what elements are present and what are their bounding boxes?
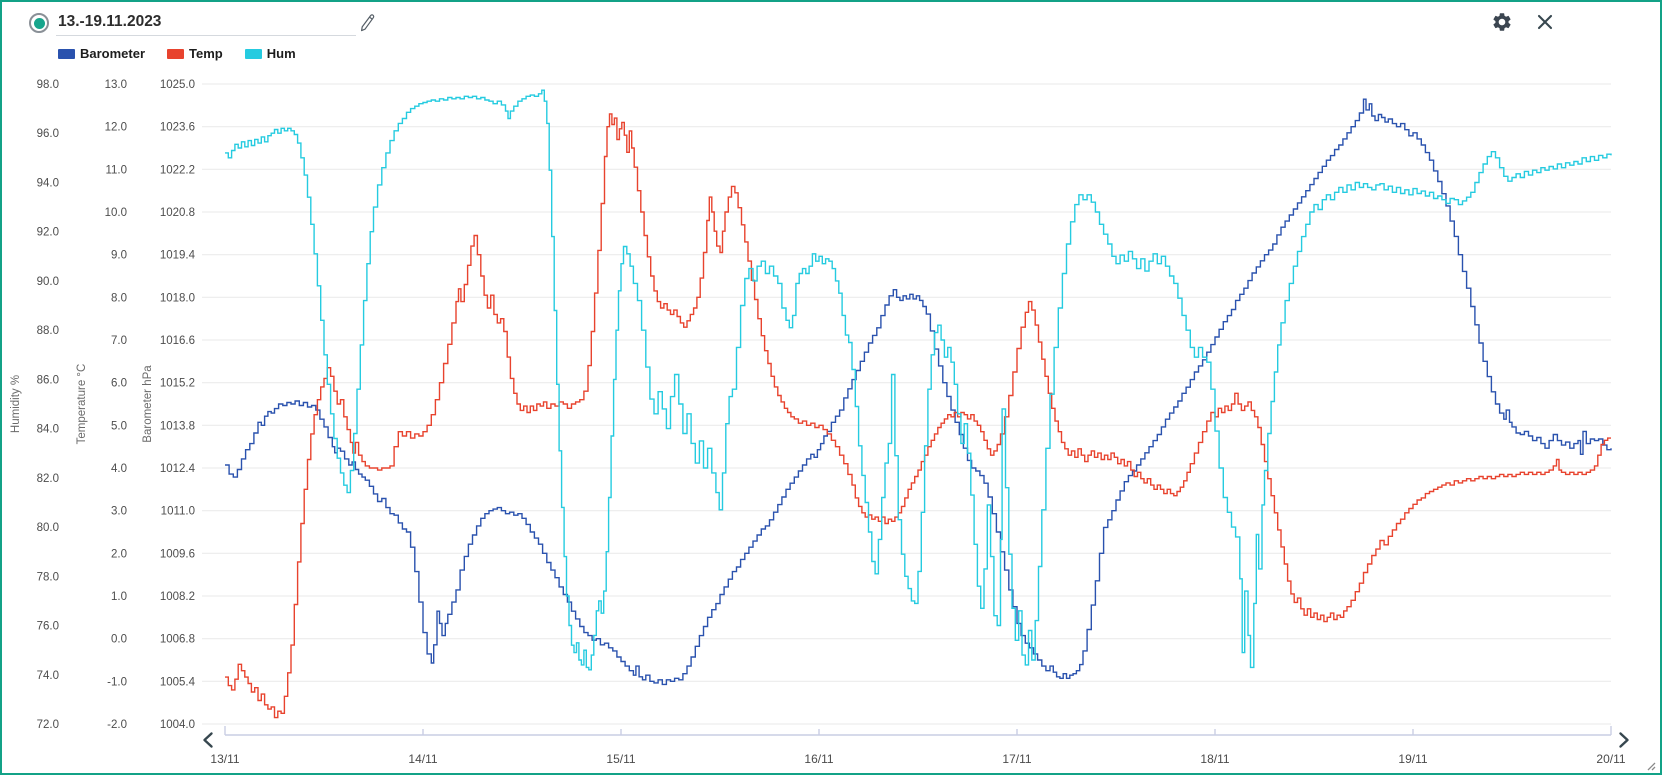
x-axis-day-label: 13/11 (210, 752, 239, 766)
temp-swatch-icon (167, 48, 185, 59)
x-axis-day-label: 16/11 (804, 752, 833, 766)
barometer-tick-label: 1016.6 (160, 335, 195, 347)
gear-icon (1493, 13, 1511, 31)
temperature-tick-label: 6.0 (111, 378, 127, 390)
widget-radio-button[interactable] (29, 13, 49, 33)
barometer-tick-label: 1022.2 (160, 164, 195, 176)
barometer-tick-label: 1019.4 (160, 250, 196, 262)
humidity-tick-label: 88.0 (37, 325, 59, 337)
humidity-tick-label: 76.0 (37, 621, 59, 633)
barometer-axis-title: Barometer hPa (142, 365, 154, 443)
legend-label: Hum (266, 46, 296, 61)
legend-label: Barometer (80, 46, 146, 61)
humidity-tick-label: 72.0 (37, 719, 59, 731)
humidity-tick-label: 86.0 (37, 374, 59, 386)
barometer-tick-label: 1011.0 (161, 506, 195, 518)
series-line-temp (225, 113, 1611, 719)
barometer-tick-label: 1015.2 (160, 378, 195, 390)
humidity-axis-title: Humidity % (10, 375, 22, 433)
pencil-icon (361, 14, 375, 32)
x-axis-day-label: 18/11 (1200, 752, 1229, 766)
temperature-tick-label: 1.0 (111, 591, 127, 603)
chevron-right-icon (1619, 732, 1629, 748)
x-axis-day-label: 15/11 (606, 752, 635, 766)
temperature-tick-label: 5.0 (111, 420, 127, 432)
temperature-tick-label: 4.0 (111, 463, 127, 475)
temperature-tick-label: 2.0 (111, 548, 127, 560)
temperature-tick-label: 9.0 (111, 250, 127, 262)
humidity-tick-label: 74.0 (37, 670, 59, 682)
humidity-tick-label: 84.0 (37, 424, 59, 436)
x-axis-day-label: 14/11 (408, 752, 437, 766)
temperature-tick-label: 12.0 (105, 122, 127, 134)
barometer-tick-label: 1025.0 (160, 79, 195, 91)
barometer-tick-label: 1013.8 (160, 420, 195, 432)
legend-label: Temp (189, 46, 223, 61)
x-axis-day-label: 20/11 (1596, 752, 1625, 766)
edit-button[interactable] (357, 13, 377, 33)
temperature-tick-label: 7.0 (111, 335, 127, 347)
prev-page-button[interactable] (200, 731, 218, 749)
next-page-button[interactable] (1614, 731, 1632, 749)
temperature-tick-label: 3.0 (111, 506, 127, 518)
close-icon (1537, 14, 1553, 30)
x-axis-day-label: 17/11 (1002, 752, 1031, 766)
barometer-swatch-icon (58, 48, 75, 59)
barometer-tick-label: 1006.8 (160, 634, 195, 646)
series-line-hum (225, 89, 1612, 671)
legend-item-hum[interactable]: Hum (244, 46, 296, 61)
settings-button[interactable] (1491, 11, 1513, 33)
barometer-tick-label: 1020.8 (160, 207, 195, 219)
humidity-tick-label: 94.0 (37, 177, 59, 189)
series-line-barometer (225, 98, 1612, 686)
humidity-tick-label: 96.0 (37, 128, 59, 140)
humidity-tick-label: 98.0 (37, 79, 59, 91)
humidity-tick-label: 90.0 (37, 276, 59, 288)
humidity-tick-label: 80.0 (37, 522, 59, 534)
barometer-tick-label: 1018.0 (160, 292, 195, 304)
temperature-axis-title: Temperature °C (76, 364, 88, 445)
barometer-tick-label: 1023.6 (160, 122, 195, 134)
x-axis-day-label: 19/11 (1398, 752, 1427, 766)
temperature-tick-label: 8.0 (111, 292, 127, 304)
hum-swatch-icon (244, 48, 262, 59)
temperature-tick-label: 11.0 (105, 164, 127, 176)
barometer-tick-label: 1009.6 (160, 548, 195, 560)
humidity-tick-label: 82.0 (37, 473, 59, 485)
temperature-tick-label: 10.0 (105, 207, 127, 219)
barometer-tick-label: 1005.4 (160, 676, 196, 688)
barometer-tick-label: 1012.4 (160, 463, 196, 475)
chevron-left-icon (203, 732, 213, 748)
humidity-tick-label: 92.0 (37, 227, 59, 239)
chart-legend: Barometer Temp Hum (58, 46, 318, 61)
date-range-input[interactable] (56, 9, 356, 36)
resize-grip-icon[interactable] (1644, 758, 1656, 771)
humidity-tick-label: 78.0 (37, 571, 59, 583)
barometer-tick-label: 1004.0 (160, 719, 195, 731)
radio-dot-icon (33, 17, 45, 29)
temperature-tick-label: 13.0 (105, 79, 127, 91)
temperature-tick-label: 0.0 (111, 634, 127, 646)
barometer-tick-label: 1008.2 (160, 591, 195, 603)
legend-item-barometer[interactable]: Barometer (58, 46, 145, 61)
temperature-tick-label: -2.0 (107, 719, 127, 731)
temperature-tick-label: -1.0 (107, 676, 127, 688)
legend-item-temp[interactable]: Temp (167, 46, 223, 61)
close-button[interactable] (1535, 12, 1555, 32)
